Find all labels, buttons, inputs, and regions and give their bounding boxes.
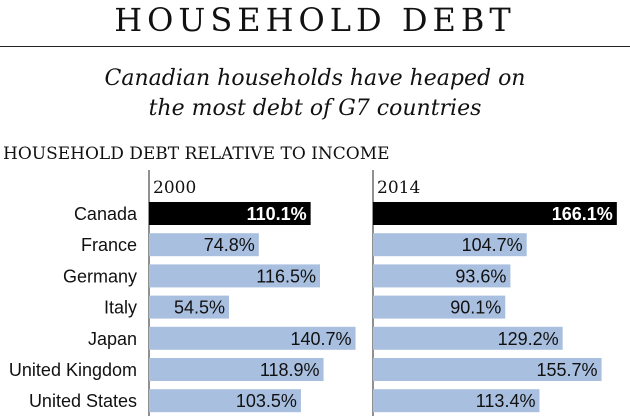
bar-2014-united-kingdom [373,358,602,381]
headline-title: HOUSEHOLD DEBT [114,1,516,39]
subtitle-line-2: the most debt of G7 countries [148,96,482,121]
bar-2000-united-states [149,389,301,413]
data-label: 113.4% [476,391,536,411]
category-label: United Kingdom [9,360,137,380]
bar-2000-germany [149,264,321,288]
bar-2014-united-states [373,389,540,413]
data-label: 166.1% [552,204,613,224]
bar-2014-italy [373,295,506,319]
data-label: 74.8% [204,235,255,255]
data-label: 104.7% [462,235,523,255]
panel-0-year-label: 2000 [153,178,196,198]
bar-2014-canada [373,202,617,225]
category-label: Japan [88,329,137,349]
data-label: 155.7% [537,360,598,380]
bar-2014-germany [373,264,511,288]
bar-2000-united-kingdom [149,358,324,381]
category-label: United States [29,391,137,411]
data-label: 90.1% [450,298,501,318]
category-label: Canada [74,204,138,224]
data-label: 93.6% [455,266,506,286]
bar-2000-france [149,233,259,257]
section-label: HOUSEHOLD DEBT RELATIVE TO INCOME [3,144,390,164]
chart-subtitle: Canadian households have heaped on the m… [0,64,630,124]
bar-2014-japan [373,326,563,350]
subtitle-line-1: Canadian households have heaped on [104,66,526,91]
data-label: 54.5% [174,298,225,318]
panel-1-year-label: 2014 [377,178,420,198]
category-label: Italy [104,298,137,318]
data-label: 118.9% [260,360,320,380]
data-label: 129.2% [498,329,559,349]
data-label: 103.5% [236,391,297,411]
bar-2014-france [373,233,527,257]
bar-2000-italy [149,295,230,319]
bar-2000-canada [149,202,311,225]
headline-rule [0,46,630,47]
category-label: Germany [63,266,137,286]
data-label: 116.5% [256,266,316,286]
data-label: 140.7% [290,329,351,349]
bar-2000-japan [149,326,356,350]
category-label: France [81,235,137,255]
data-label: 110.1% [247,204,307,224]
